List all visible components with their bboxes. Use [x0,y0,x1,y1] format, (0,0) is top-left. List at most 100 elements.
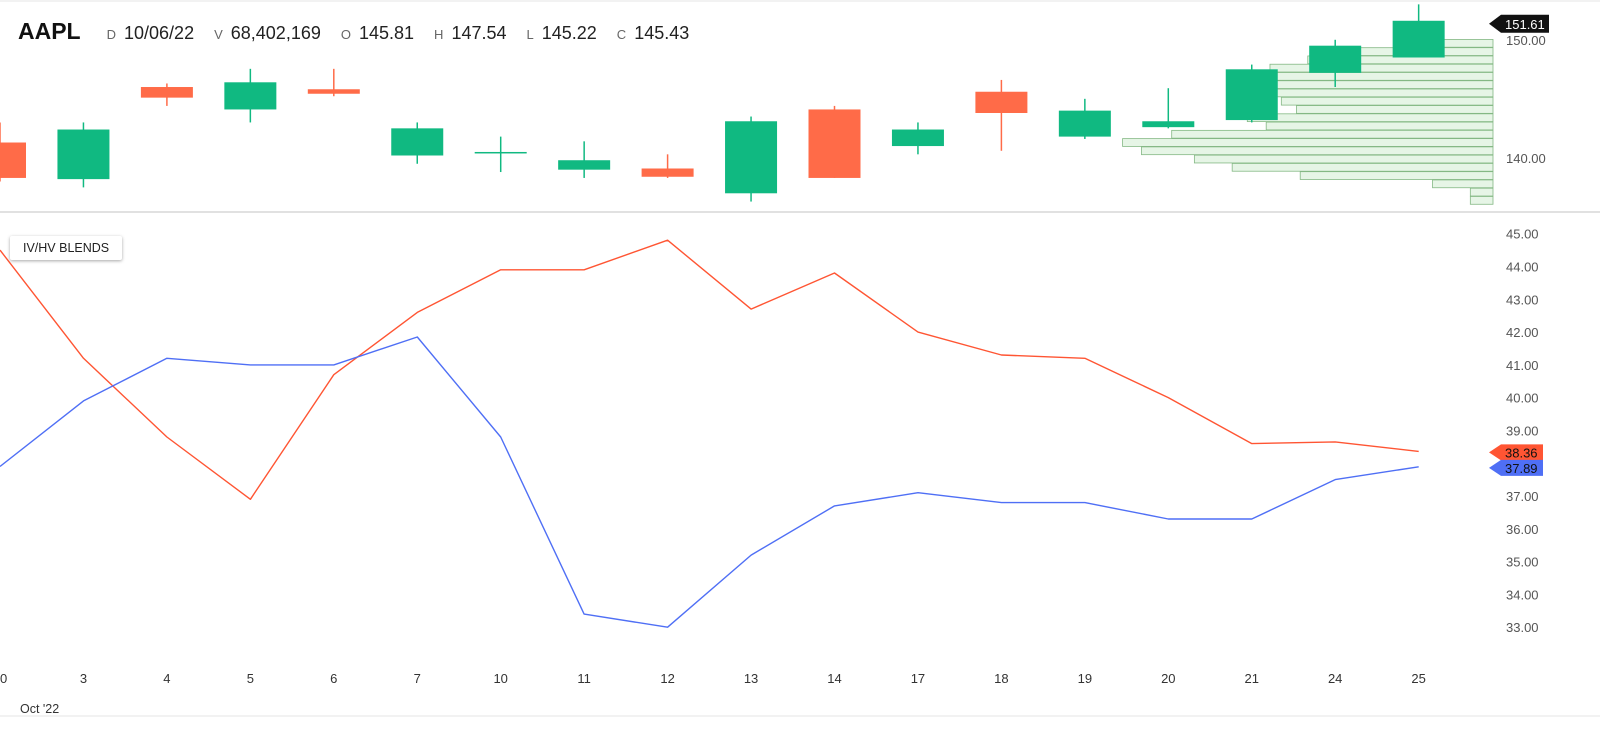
low-label: L [526,27,534,42]
series-line-1 [0,239,1419,500]
volume-label: V [214,27,223,42]
candle-body [891,129,944,147]
volume-profile-bar [1299,171,1494,180]
volume-profile-bar [1171,129,1494,139]
indicator-tick-label: 35.00 [1506,555,1539,570]
x-tick-label: 5 [247,671,254,686]
open-label: O [340,27,351,42]
high-value: 147.54 [451,23,507,43]
candle-body [57,129,110,180]
candle [140,83,193,106]
candle [975,79,1028,151]
indicator-legend-button[interactable]: IV/HV BLENDS [10,236,123,260]
volume-profile-bar [1432,179,1494,189]
candle [474,136,527,173]
last-price-tag: 151.61 [1489,14,1549,33]
volume-profile-bar [1265,121,1494,131]
indicator-tick-label: 40.00 [1506,391,1539,406]
volume-profile-bar [1469,187,1494,197]
volume-value: 68,402,169 [230,23,321,43]
x-tick-label: 0 [0,671,7,686]
series-last-tag-1: 38.36 [1489,444,1543,461]
series-last-tag-2: 37.89 [1489,459,1543,476]
candle [1225,64,1278,123]
x-tick-label: 6 [330,671,337,686]
symbol: AAPL [18,18,81,44]
last-price-label: 151.61 [1505,17,1545,32]
x-axis[interactable]: 0 3 4 5 6 7 10 11 12 13 14 17 18 19 20 21 24 25 [0,671,1426,686]
volume-profile [1122,39,1494,205]
candle-body [140,87,193,98]
candle-body [808,109,861,178]
x-tick-label: 21 [1245,671,1259,686]
candle [891,122,944,155]
indicator-pane[interactable]: 33.0034.0035.0036.0037.0038.0039.0040.00… [0,227,1543,636]
date-value: 10/06/22 [124,23,195,43]
candle [1309,39,1362,88]
candle [1392,4,1445,58]
candle [1142,88,1195,129]
last-price-tag-shape [1489,14,1549,33]
candle [57,122,110,188]
candle-body [0,142,26,178]
candle-body [1058,110,1111,137]
candle-body [1142,121,1195,128]
high-label: H [434,27,444,42]
x-tick-label: 17 [911,671,925,686]
candle-body [558,160,611,170]
candle-body [474,151,527,154]
candle [307,68,360,97]
x-tick-label: 14 [827,671,841,686]
indicator-tick-label: 34.00 [1506,587,1539,602]
volume-profile-bar [1469,196,1494,205]
indicator-lines [0,239,1419,628]
volume-profile-bar [1246,113,1494,123]
volume-profile-bar [1141,146,1494,156]
indicator-tick-label: 33.00 [1506,620,1539,635]
close-label: C [616,27,627,42]
series-line-2 [0,336,1419,628]
volume-profile-bar [1262,72,1494,81]
open-value: 145.81 [358,23,415,43]
x-tick-label: 11 [577,671,591,686]
low-value: 145.22 [541,23,597,43]
x-tick-label: 18 [994,671,1008,686]
x-tick-label: 7 [414,671,421,686]
candle [725,116,778,202]
candle [224,68,277,123]
volume-profile-bar [1193,154,1494,164]
candle-body [1392,20,1445,58]
x-tick-label: 24 [1328,671,1342,686]
indicator-axis[interactable]: 33.0034.0035.0036.0037.0038.0039.0040.00… [1489,227,1543,636]
chart-header: AAPL D 10/06/22 V 68,402,169 O 145.81 H … [18,18,709,48]
month-label: Oct '22 [20,702,60,716]
series-last-tag-shape [1489,444,1543,461]
x-tick-label: 12 [660,671,674,686]
candle-body [391,128,444,156]
x-tick-label: 13 [744,671,758,686]
volume-profile-bar [1231,163,1494,172]
indicator-tick-label: 43.00 [1506,292,1539,307]
candle-body [224,82,277,110]
price-tick-label: 140.00 [1506,151,1546,166]
series-last-label: 37.89 [1505,461,1538,476]
candle-body [307,89,360,94]
candle-body [641,168,694,177]
series-last-tag-shape [1489,459,1543,476]
x-tick-label: 25 [1411,671,1425,686]
x-tick-label: 20 [1161,671,1175,686]
candle [808,105,861,178]
candle-body [1309,45,1362,73]
candle-body [725,121,778,194]
indicator-tick-label: 44.00 [1506,259,1539,274]
candle-body [1225,69,1278,121]
candles [0,4,1445,202]
candle [391,122,444,164]
series-last-label: 38.36 [1505,445,1538,460]
volume-profile-bar [1280,96,1494,106]
date-label: D [106,27,117,42]
x-tick-label: 19 [1078,671,1092,686]
